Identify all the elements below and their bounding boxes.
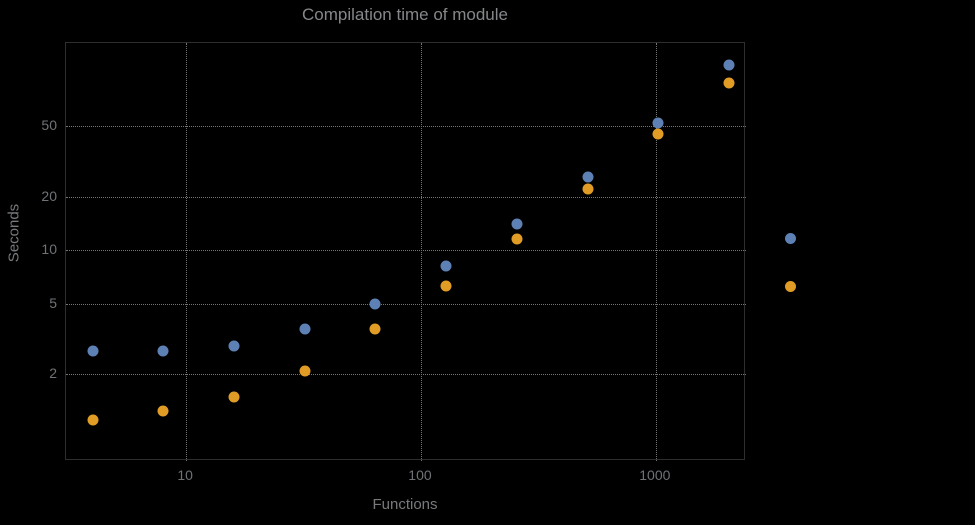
x-gridline <box>655 43 657 461</box>
y-tick-label: 50 <box>41 117 57 134</box>
y-gridline <box>66 250 746 252</box>
data-point-series-2-orange <box>652 128 664 140</box>
data-point-series-2-orange <box>157 405 169 417</box>
data-point-series-1-blue <box>511 218 523 230</box>
data-point-series-1-blue <box>228 340 240 352</box>
data-point-series-2-orange <box>582 183 594 195</box>
x-gridline <box>420 43 422 461</box>
y-tick-label: 2 <box>49 365 57 382</box>
y-tick-label: 20 <box>41 187 57 204</box>
data-point-series-1-blue <box>582 171 594 183</box>
legend-marker-series-1 <box>785 233 796 244</box>
x-axis-label: Functions <box>372 496 438 513</box>
y-tick-label: 5 <box>49 294 57 311</box>
data-point-series-2-orange <box>440 280 452 292</box>
legend-marker-series-2 <box>785 281 796 292</box>
data-point-series-2-orange <box>723 77 735 89</box>
plot-area <box>65 42 746 461</box>
data-point-series-2-orange <box>369 323 381 335</box>
x-tick-label: 1000 <box>639 467 671 483</box>
y-gridline <box>66 196 746 198</box>
x-gridline <box>186 43 188 461</box>
data-point-series-1-blue <box>87 345 99 357</box>
data-point-series-1-blue <box>440 260 452 272</box>
data-point-series-2-orange <box>228 391 240 403</box>
data-point-series-1-blue <box>157 345 169 357</box>
y-gridline <box>66 303 746 305</box>
data-point-series-1-blue <box>652 117 664 129</box>
data-point-series-2-orange <box>511 233 523 245</box>
y-gridline <box>66 374 746 376</box>
data-point-series-2-orange <box>299 365 311 377</box>
data-point-series-1-blue <box>369 298 381 310</box>
x-tick-label: 100 <box>408 467 432 483</box>
data-point-series-1-blue <box>723 59 735 71</box>
data-point-series-1-blue <box>299 323 311 335</box>
y-gridline <box>66 126 746 128</box>
chart-title: Compilation time of module <box>302 5 508 24</box>
x-tick-label: 10 <box>177 467 193 483</box>
y-tick-label: 10 <box>41 241 57 258</box>
data-point-series-2-orange <box>87 414 99 426</box>
